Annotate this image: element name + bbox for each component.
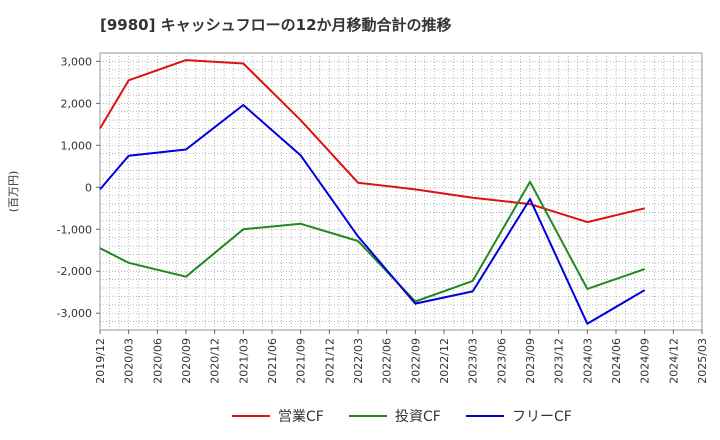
x-tick-label: 2023/03 — [467, 338, 480, 384]
x-tick-label: 2023/12 — [553, 338, 566, 384]
x-tick-label: 2023/09 — [524, 338, 537, 384]
x-tick-label: 2023/06 — [495, 338, 508, 384]
x-tick-label: 2025/03 — [696, 338, 709, 384]
x-tick-label: 2021/12 — [323, 338, 336, 384]
x-tick-label: 2021/09 — [295, 338, 308, 384]
x-tick-label: 2022/06 — [381, 338, 394, 384]
y-tick-label: 0 — [85, 181, 92, 194]
y-tick-label: -3,000 — [57, 307, 92, 320]
plot-area — [99, 52, 703, 331]
y-tick-label: -1,000 — [57, 223, 92, 236]
x-tick-label: 2024/12 — [667, 338, 680, 384]
legend-label: 投資CF — [395, 409, 441, 425]
legend-item: 投資CF — [349, 404, 441, 428]
series-line — [99, 104, 646, 325]
legend-swatch — [232, 415, 270, 417]
series-line — [99, 59, 645, 224]
legend-label: 営業CF — [278, 409, 324, 425]
y-tick-label: 2,000 — [61, 97, 93, 110]
legend-swatch — [349, 415, 387, 417]
x-tick-label: 2019/12 — [94, 338, 107, 384]
x-tick-label: 2020/09 — [180, 338, 193, 384]
y-axis-label: (百万円) — [7, 171, 20, 213]
x-tick-label: 2024/03 — [581, 338, 594, 384]
y-tick-label: 1,000 — [61, 139, 93, 152]
y-tick-label: -2,000 — [57, 265, 92, 278]
chart-title: [9980] キャッシュフローの12か月移動合計の推移 — [100, 16, 452, 34]
legend-item: フリーCF — [466, 404, 572, 428]
series-line — [99, 180, 646, 303]
x-tick-label: 2022/09 — [409, 338, 422, 384]
x-tick-label: 2020/03 — [123, 338, 136, 384]
legend-swatch — [466, 415, 504, 417]
y-tick-label: 3,000 — [61, 55, 93, 68]
legend: 営業CF 投資CF フリーCF — [0, 404, 720, 428]
legend-label: フリーCF — [512, 409, 572, 425]
x-tick-label: 2020/12 — [209, 338, 222, 384]
x-tick-label: 2024/06 — [610, 338, 623, 384]
legend-item: 営業CF — [232, 404, 324, 428]
x-tick-label: 2021/03 — [237, 338, 250, 384]
x-tick-label: 2021/06 — [266, 338, 279, 384]
x-tick-label: 2024/09 — [639, 338, 652, 384]
x-tick-label: 2022/12 — [438, 338, 451, 384]
x-tick-label: 2020/06 — [151, 338, 164, 384]
x-tick-label: 2022/03 — [352, 338, 365, 384]
